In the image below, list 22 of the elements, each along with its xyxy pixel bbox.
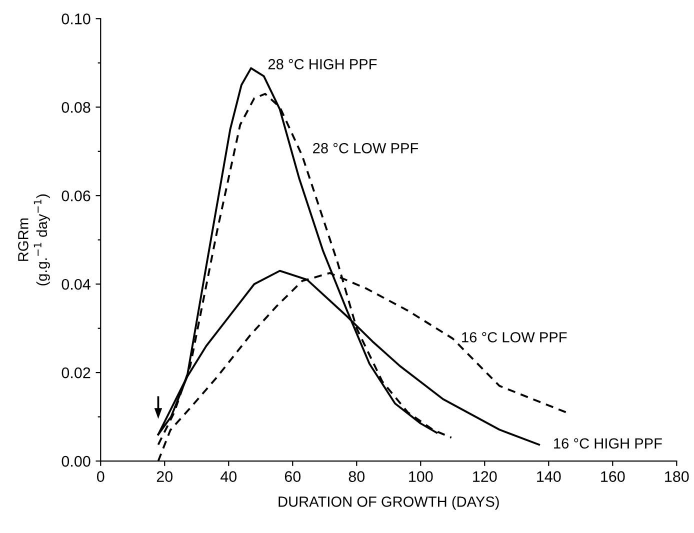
x-tick-label: 20 [156,471,173,482]
x-tick-label: 180 [665,471,689,482]
x-tick-label: 140 [537,471,561,482]
series-label: 16 °C HIGH PPF [554,438,662,449]
y-tick-label: 0.00 [62,456,90,467]
series-label: 28 °C LOW PPF [313,143,418,154]
y-axis-title: RGRm (g.g.$^{−1}$ day$^{−1}$) [18,194,50,286]
x-axis-title: DURATION OF GROWTH (DAYS) [278,496,499,510]
y-tick-label: 0.04 [62,278,90,290]
x-tick-label: 120 [473,471,497,482]
y-tick-label: 0.06 [62,190,90,202]
y-tick-label: 0.10 [62,14,90,24]
y-tick-label: 0.02 [62,367,90,378]
x-tick-label: 0 [96,471,104,482]
series-label: 16 °C LOW PPF [462,332,567,342]
series-label: 28 °C HIGH PPF [268,59,377,70]
x-tick-label: 60 [284,471,301,482]
x-tick-label: 160 [601,471,625,482]
x-tick-label: 40 [220,471,237,482]
x-tick-label: 100 [409,471,433,482]
y-tick-label: 0.08 [62,102,90,113]
x-tick-label: 80 [348,471,365,482]
